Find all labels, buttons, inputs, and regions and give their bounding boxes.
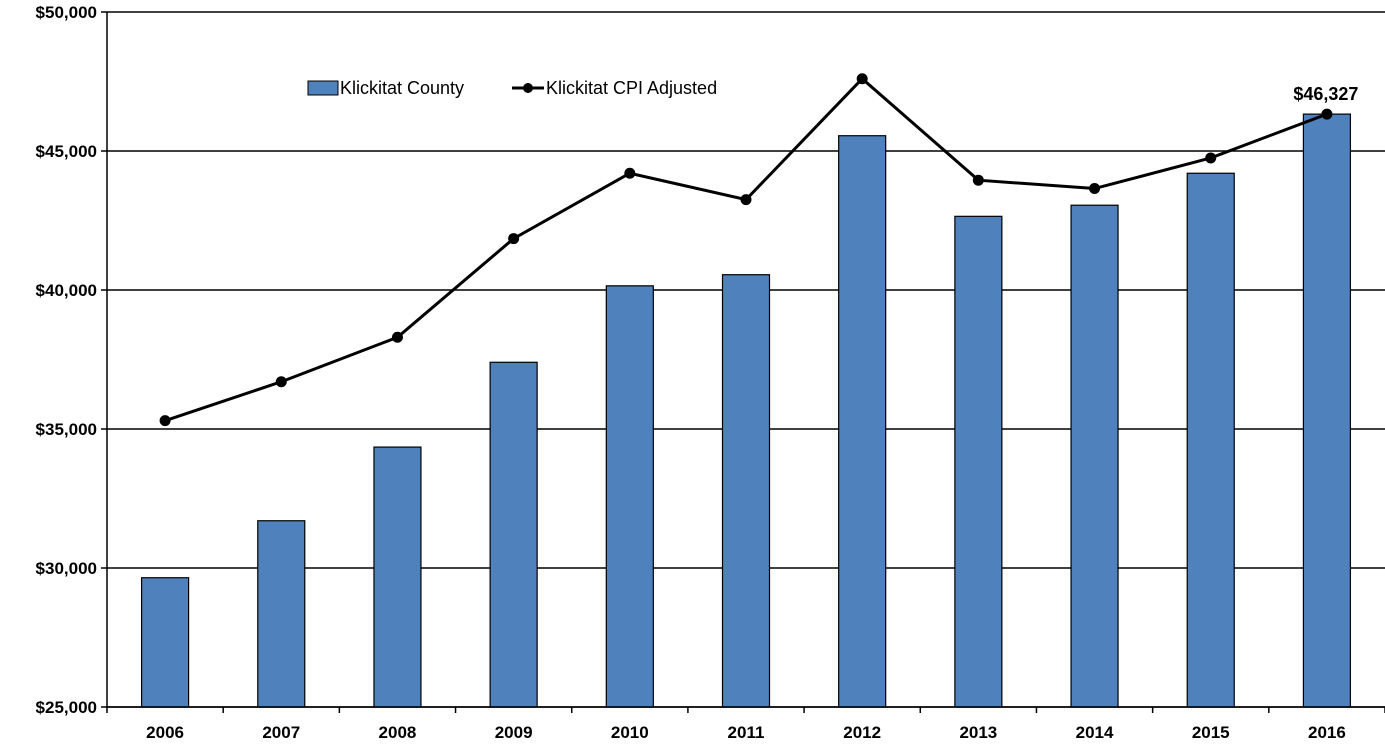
bar-2015 [1186, 172, 1235, 708]
cpi-point-2007 [275, 376, 287, 388]
bar-2016 [1302, 113, 1352, 708]
x-tick-label: 2016 [1308, 723, 1346, 742]
legend-swatch-marker [523, 83, 533, 93]
cpi-point-2009 [508, 233, 520, 245]
cpi-point-2013 [972, 174, 984, 186]
bar-2011 [721, 274, 771, 708]
axes [106, 12, 1385, 713]
cpi-point-2010 [624, 167, 636, 179]
cpi-point-2014 [1089, 183, 1101, 195]
y-tick-label: $35,000 [36, 420, 97, 439]
cpi-point-2015 [1205, 152, 1217, 164]
y-tick-label: $25,000 [36, 698, 97, 717]
legend-label-line: Klickitat CPI Adjusted [546, 78, 717, 98]
x-axis-labels: 2006 2007 2008 2009 2010 2011 2012 2013 2014 2015… [146, 723, 1346, 742]
bar-2012 [838, 135, 887, 708]
x-tick-label: 2007 [262, 723, 300, 742]
bar-2008 [373, 446, 422, 708]
x-tick-label: 2008 [379, 723, 417, 742]
x-tick-label: 2014 [1076, 723, 1114, 742]
legend: Klickitat County Klickitat CPI Adjusted [307, 78, 717, 98]
bar-2006 [140, 577, 190, 708]
cpi-point-2008 [391, 331, 403, 343]
legend-label-bar: Klickitat County [340, 78, 464, 98]
bar-2013 [954, 215, 1003, 708]
cpi-point-2006 [159, 415, 171, 427]
bar-2009 [489, 361, 538, 708]
cpi-point-2016 [1321, 108, 1333, 120]
x-tick-label: 2010 [611, 723, 649, 742]
x-tick-label: 2006 [146, 723, 184, 742]
x-tick-label: 2012 [843, 723, 881, 742]
x-tick-label: 2015 [1192, 723, 1230, 742]
x-tick-label: 2011 [728, 723, 765, 742]
x-tick-label: 2009 [495, 723, 533, 742]
y-tick-label: $50,000 [36, 3, 97, 22]
cpi-point-2011 [740, 194, 752, 206]
bar-series [140, 113, 1352, 708]
line-series [159, 73, 1333, 427]
cpi-point-2012 [856, 73, 868, 85]
bar-2007 [257, 520, 306, 708]
data-label-2016: $46,327 [1293, 84, 1358, 104]
y-tick-label: $45,000 [36, 142, 97, 161]
bar-2014 [1070, 204, 1119, 708]
annotations: $46,327 [1293, 84, 1358, 104]
y-axis-labels: $25,000 $30,000 $35,000 $40,000 $45,000 $50,0… [36, 3, 97, 717]
legend-swatch-bar [307, 80, 339, 96]
bar-2010 [605, 285, 654, 708]
x-tick-label: 2013 [959, 723, 997, 742]
y-tick-label: $40,000 [36, 281, 97, 300]
y-tick-label: $30,000 [36, 559, 97, 578]
